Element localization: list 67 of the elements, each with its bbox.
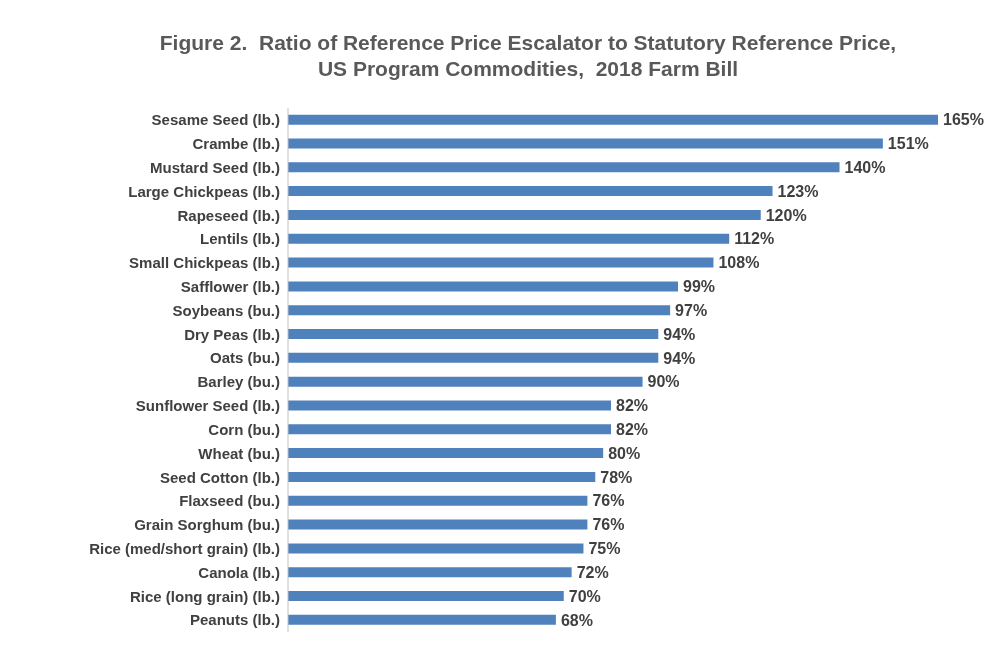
bar	[288, 138, 883, 149]
data-label: 70%	[568, 587, 601, 605]
bar	[288, 257, 714, 268]
data-label: 68%	[560, 611, 593, 629]
data-label: 76%	[592, 492, 625, 510]
bar	[288, 519, 588, 530]
data-label: 94%	[663, 349, 696, 367]
bar	[288, 614, 556, 625]
bar	[288, 591, 564, 602]
y-tick-label: Rapeseed (lb.)	[177, 206, 280, 224]
data-label: 151%	[887, 135, 929, 153]
y-tick-label: Dry Peas (lb.)	[184, 325, 280, 343]
y-tick-label: Large Chickpeas (lb.)	[128, 182, 280, 200]
y-tick-label: Flaxseed (bu.)	[179, 492, 280, 510]
y-tick-label: Barley (bu.)	[197, 373, 280, 391]
data-label: 140%	[844, 158, 886, 176]
data-label: 78%	[600, 468, 633, 486]
data-label: 82%	[616, 397, 649, 415]
y-tick-label: Grain Sorghum (bu.)	[134, 516, 280, 534]
bar	[288, 281, 678, 292]
y-tick-label: Peanuts (lb.)	[189, 611, 280, 629]
bar	[288, 495, 588, 506]
y-tick-label: Seed Cotton (lb.)	[160, 468, 280, 486]
y-tick-label: Corn (bu.)	[208, 420, 280, 438]
data-label: 72%	[576, 563, 609, 581]
y-tick-label: Soybeans (bu.)	[172, 301, 280, 319]
bar	[288, 209, 761, 220]
y-tick-label: Sunflower Seed (lb.)	[135, 397, 280, 415]
data-label: 120%	[765, 206, 807, 224]
y-tick-label: Canola (lb.)	[198, 563, 280, 581]
data-label: 80%	[608, 444, 641, 462]
data-label: 97%	[675, 301, 708, 319]
data-label: 112%	[734, 230, 775, 248]
bar	[288, 305, 671, 316]
y-tick-label: Rice (long grain) (lb.)	[130, 587, 280, 605]
bar	[288, 233, 730, 244]
bar	[288, 376, 643, 387]
data-label: 76%	[592, 516, 625, 534]
bar	[288, 471, 596, 482]
data-label: 90%	[647, 373, 680, 391]
data-label: 108%	[718, 254, 760, 272]
y-tick-label: Mustard Seed (lb.)	[149, 158, 280, 176]
bar	[288, 329, 659, 340]
bar	[288, 424, 612, 435]
bar	[288, 352, 659, 363]
data-label: 99%	[683, 278, 716, 296]
bar	[288, 114, 938, 125]
y-tick-label: Safflower (lb.)	[180, 277, 280, 295]
bar	[288, 567, 572, 578]
data-label: 123%	[777, 182, 819, 200]
data-label: 94%	[663, 325, 696, 343]
y-tick-label: Sesame Seed (lb.)	[151, 111, 280, 129]
bar	[288, 543, 584, 554]
y-tick-label: Crambe (lb.)	[192, 135, 280, 153]
data-label: 82%	[616, 420, 649, 438]
data-label: 165%	[943, 111, 984, 129]
y-tick-label: Oats (bu.)	[210, 349, 280, 367]
y-tick-label: Rice (med/short grain) (lb.)	[89, 539, 280, 557]
y-tick-label: Small Chickpeas (lb.)	[129, 254, 280, 272]
y-tick-label: Lentils (lb.)	[200, 230, 280, 248]
bar	[288, 186, 773, 197]
data-label: 75%	[588, 540, 621, 558]
bar	[288, 400, 612, 411]
y-tick-label: Wheat (bu.)	[198, 444, 280, 462]
bar	[288, 448, 604, 459]
chart-title: Figure 2. Ratio of Reference Price Escalator to Statutory Reference Price, US Program Commodities, 2018 Farm Bill	[158, 30, 898, 82]
bar	[288, 162, 840, 173]
